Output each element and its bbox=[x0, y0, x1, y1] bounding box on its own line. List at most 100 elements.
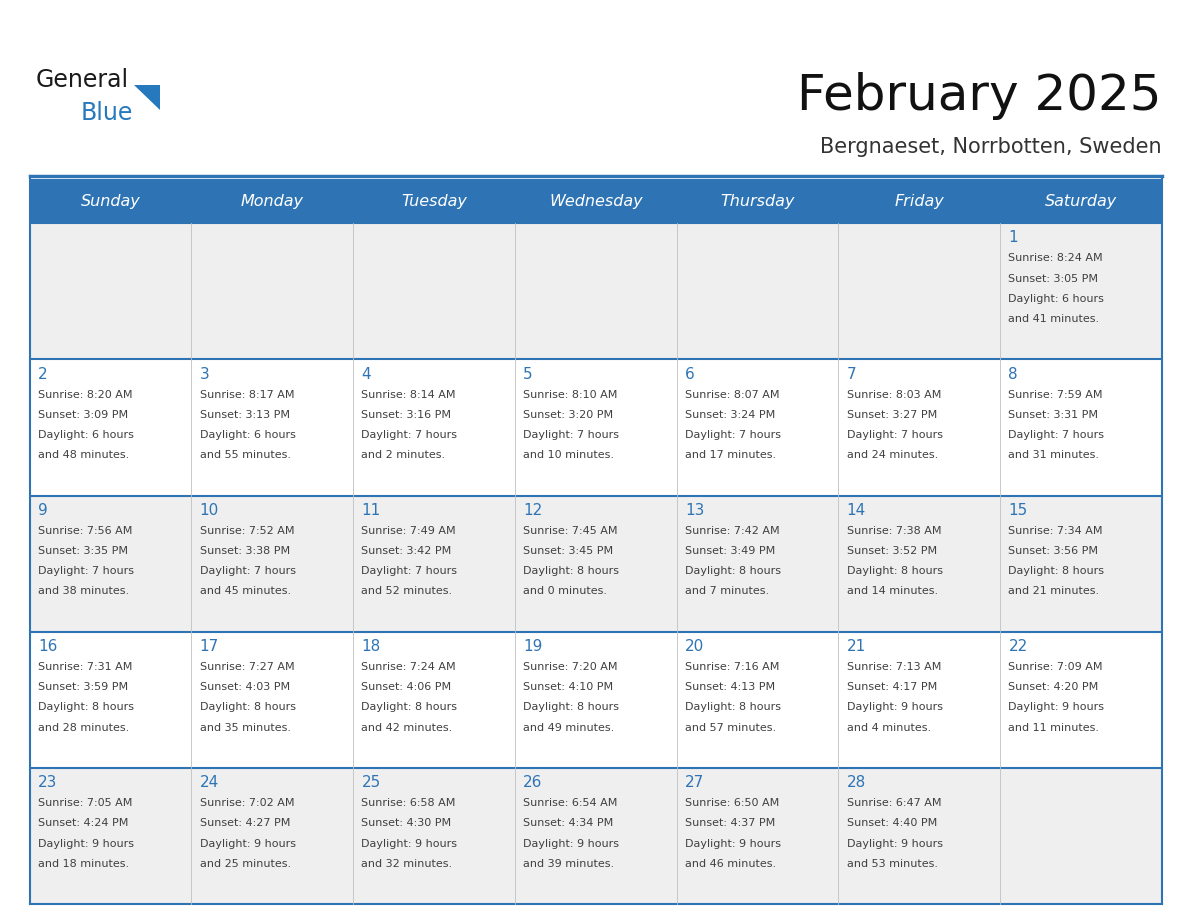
Text: Sunrise: 7:13 AM: Sunrise: 7:13 AM bbox=[847, 662, 941, 672]
Text: Daylight: 6 hours: Daylight: 6 hours bbox=[1009, 294, 1105, 304]
Text: Blue: Blue bbox=[81, 101, 133, 125]
Text: Sunrise: 6:58 AM: Sunrise: 6:58 AM bbox=[361, 799, 456, 808]
Text: 12: 12 bbox=[523, 503, 543, 518]
Text: Daylight: 8 hours: Daylight: 8 hours bbox=[523, 702, 619, 712]
Text: Bergnaeset, Norrbotten, Sweden: Bergnaeset, Norrbotten, Sweden bbox=[820, 137, 1162, 157]
Text: 2: 2 bbox=[38, 366, 48, 382]
Text: Sunrise: 8:07 AM: Sunrise: 8:07 AM bbox=[685, 389, 779, 399]
Text: Sunrise: 7:34 AM: Sunrise: 7:34 AM bbox=[1009, 526, 1102, 536]
Bar bbox=[30, 496, 1162, 632]
Text: 21: 21 bbox=[847, 639, 866, 655]
Text: and 11 minutes.: and 11 minutes. bbox=[1009, 722, 1099, 733]
Text: 13: 13 bbox=[685, 503, 704, 518]
Text: Daylight: 7 hours: Daylight: 7 hours bbox=[685, 430, 781, 440]
Text: 22: 22 bbox=[1009, 639, 1028, 655]
Text: 10: 10 bbox=[200, 503, 219, 518]
Text: Daylight: 8 hours: Daylight: 8 hours bbox=[523, 566, 619, 577]
Text: 28: 28 bbox=[847, 776, 866, 790]
Text: 25: 25 bbox=[361, 776, 380, 790]
Text: and 41 minutes.: and 41 minutes. bbox=[1009, 314, 1100, 324]
Text: Daylight: 7 hours: Daylight: 7 hours bbox=[200, 566, 296, 577]
Text: Sunset: 3:45 PM: Sunset: 3:45 PM bbox=[523, 546, 613, 556]
Text: 7: 7 bbox=[847, 366, 857, 382]
Text: and 35 minutes.: and 35 minutes. bbox=[200, 722, 291, 733]
Text: 15: 15 bbox=[1009, 503, 1028, 518]
Text: and 0 minutes.: and 0 minutes. bbox=[523, 587, 607, 597]
Text: Sunset: 3:59 PM: Sunset: 3:59 PM bbox=[38, 682, 128, 692]
Text: Daylight: 7 hours: Daylight: 7 hours bbox=[523, 430, 619, 440]
Text: Sunset: 3:16 PM: Sunset: 3:16 PM bbox=[361, 409, 451, 420]
Text: Daylight: 9 hours: Daylight: 9 hours bbox=[685, 839, 781, 848]
Text: Sunset: 3:35 PM: Sunset: 3:35 PM bbox=[38, 546, 128, 556]
Text: Sunrise: 7:52 AM: Sunrise: 7:52 AM bbox=[200, 526, 295, 536]
Text: Sunset: 4:20 PM: Sunset: 4:20 PM bbox=[1009, 682, 1099, 692]
Text: Sunset: 3:49 PM: Sunset: 3:49 PM bbox=[685, 546, 776, 556]
Text: Sunrise: 7:27 AM: Sunrise: 7:27 AM bbox=[200, 662, 295, 672]
Bar bbox=[30, 179, 1162, 223]
Text: Sunrise: 7:05 AM: Sunrise: 7:05 AM bbox=[38, 799, 132, 808]
Text: Sunset: 4:40 PM: Sunset: 4:40 PM bbox=[847, 819, 937, 828]
Text: and 48 minutes.: and 48 minutes. bbox=[38, 450, 129, 460]
Text: Sunrise: 8:10 AM: Sunrise: 8:10 AM bbox=[523, 389, 618, 399]
Text: Daylight: 7 hours: Daylight: 7 hours bbox=[847, 430, 943, 440]
Text: 24: 24 bbox=[200, 776, 219, 790]
Text: Daylight: 9 hours: Daylight: 9 hours bbox=[361, 839, 457, 848]
Text: Sunrise: 7:42 AM: Sunrise: 7:42 AM bbox=[685, 526, 779, 536]
Text: Sunset: 4:17 PM: Sunset: 4:17 PM bbox=[847, 682, 937, 692]
Text: Daylight: 9 hours: Daylight: 9 hours bbox=[847, 702, 943, 712]
Text: 8: 8 bbox=[1009, 366, 1018, 382]
Bar bbox=[30, 632, 1162, 768]
Text: Sunrise: 7:20 AM: Sunrise: 7:20 AM bbox=[523, 662, 618, 672]
Text: and 2 minutes.: and 2 minutes. bbox=[361, 450, 446, 460]
Text: Daylight: 8 hours: Daylight: 8 hours bbox=[38, 702, 134, 712]
Text: and 42 minutes.: and 42 minutes. bbox=[361, 722, 453, 733]
Text: Sunset: 3:24 PM: Sunset: 3:24 PM bbox=[685, 409, 776, 420]
Text: and 57 minutes.: and 57 minutes. bbox=[685, 722, 776, 733]
Text: Sunset: 3:20 PM: Sunset: 3:20 PM bbox=[523, 409, 613, 420]
Text: Sunday: Sunday bbox=[81, 194, 140, 208]
Text: Daylight: 8 hours: Daylight: 8 hours bbox=[685, 702, 781, 712]
Text: Sunset: 4:37 PM: Sunset: 4:37 PM bbox=[685, 819, 776, 828]
Text: Sunset: 3:31 PM: Sunset: 3:31 PM bbox=[1009, 409, 1099, 420]
Text: 4: 4 bbox=[361, 366, 371, 382]
Text: and 14 minutes.: and 14 minutes. bbox=[847, 587, 937, 597]
Text: 9: 9 bbox=[38, 503, 48, 518]
Text: 5: 5 bbox=[523, 366, 533, 382]
Text: Sunset: 4:27 PM: Sunset: 4:27 PM bbox=[200, 819, 290, 828]
Text: General: General bbox=[36, 68, 128, 92]
Text: Daylight: 8 hours: Daylight: 8 hours bbox=[685, 566, 781, 577]
Text: Sunset: 4:10 PM: Sunset: 4:10 PM bbox=[523, 682, 613, 692]
Text: Monday: Monday bbox=[241, 194, 304, 208]
Text: and 24 minutes.: and 24 minutes. bbox=[847, 450, 939, 460]
Text: Sunrise: 7:09 AM: Sunrise: 7:09 AM bbox=[1009, 662, 1102, 672]
Text: Sunset: 3:52 PM: Sunset: 3:52 PM bbox=[847, 546, 937, 556]
Text: and 53 minutes.: and 53 minutes. bbox=[847, 859, 937, 868]
Bar bbox=[30, 359, 1162, 496]
Text: and 7 minutes.: and 7 minutes. bbox=[685, 587, 769, 597]
Text: Sunrise: 7:38 AM: Sunrise: 7:38 AM bbox=[847, 526, 941, 536]
Text: and 4 minutes.: and 4 minutes. bbox=[847, 722, 931, 733]
Text: Daylight: 9 hours: Daylight: 9 hours bbox=[38, 839, 134, 848]
Text: and 18 minutes.: and 18 minutes. bbox=[38, 859, 129, 868]
Text: 19: 19 bbox=[523, 639, 543, 655]
Text: Sunset: 4:06 PM: Sunset: 4:06 PM bbox=[361, 682, 451, 692]
Text: and 52 minutes.: and 52 minutes. bbox=[361, 587, 453, 597]
Text: 18: 18 bbox=[361, 639, 380, 655]
Text: Sunset: 3:42 PM: Sunset: 3:42 PM bbox=[361, 546, 451, 556]
Text: Sunrise: 6:50 AM: Sunrise: 6:50 AM bbox=[685, 799, 779, 808]
Text: Sunrise: 8:20 AM: Sunrise: 8:20 AM bbox=[38, 389, 133, 399]
Text: and 38 minutes.: and 38 minutes. bbox=[38, 587, 129, 597]
Text: Sunset: 3:27 PM: Sunset: 3:27 PM bbox=[847, 409, 937, 420]
Text: Sunset: 3:56 PM: Sunset: 3:56 PM bbox=[1009, 546, 1099, 556]
Text: Daylight: 8 hours: Daylight: 8 hours bbox=[200, 702, 296, 712]
Text: Sunset: 4:03 PM: Sunset: 4:03 PM bbox=[200, 682, 290, 692]
Text: and 46 minutes.: and 46 minutes. bbox=[685, 859, 776, 868]
Polygon shape bbox=[134, 85, 160, 110]
Bar bbox=[30, 768, 1162, 904]
Text: 3: 3 bbox=[200, 366, 209, 382]
Text: Sunrise: 7:24 AM: Sunrise: 7:24 AM bbox=[361, 662, 456, 672]
Text: Sunrise: 7:31 AM: Sunrise: 7:31 AM bbox=[38, 662, 132, 672]
Text: Daylight: 8 hours: Daylight: 8 hours bbox=[847, 566, 943, 577]
Text: Daylight: 9 hours: Daylight: 9 hours bbox=[200, 839, 296, 848]
Text: Daylight: 9 hours: Daylight: 9 hours bbox=[1009, 702, 1105, 712]
